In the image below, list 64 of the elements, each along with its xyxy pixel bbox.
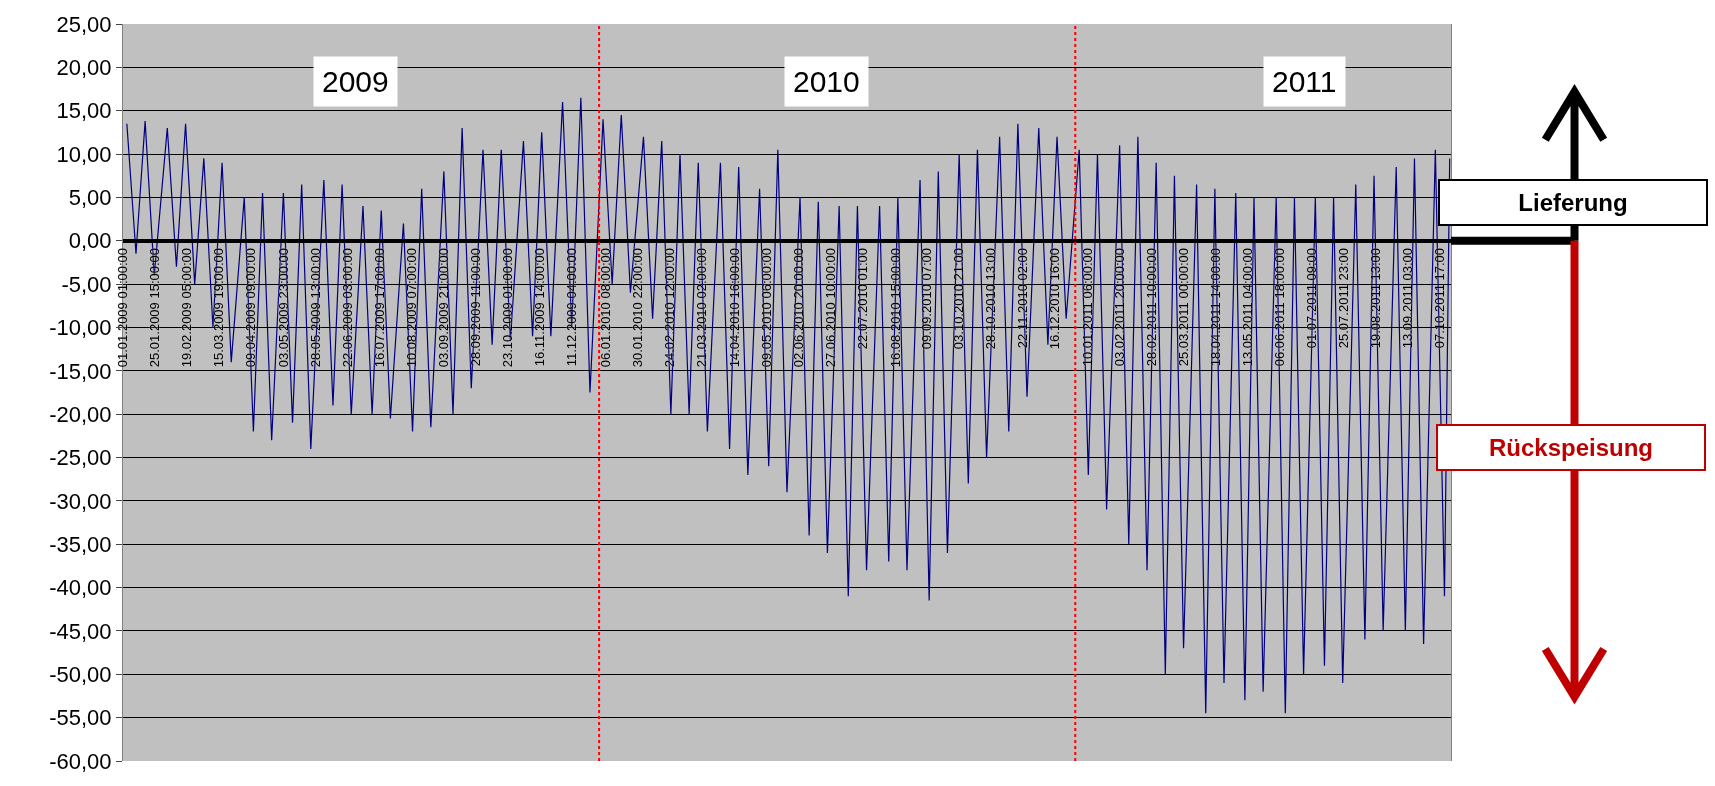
x-tick-label: 22.07.2010 01:00	[854, 247, 870, 350]
x-tick-label: 19.02.2009 05:00:00	[179, 247, 195, 368]
x-tick-label: 03.09.2009 21:00:00	[435, 247, 451, 368]
y-tick-label: 0,00	[68, 228, 112, 254]
x-tick-label: 28.05.2009 13:00:00	[307, 247, 323, 368]
y-tick-label: 15,00	[56, 98, 112, 124]
x-tick-label: 13.09.2011 03:00	[1400, 247, 1416, 349]
x-tick-label: 10.01.2011 06:00:00	[1079, 247, 1095, 367]
x-tick-label: 21.03.2010 02:00:00	[694, 247, 710, 368]
x-tick-label: 28.09.2009 11:00:00	[468, 247, 484, 367]
x-tick-label: 16.11.2009 14:00:00	[532, 247, 548, 367]
y-tick-label: -20,00	[49, 401, 112, 427]
x-tick-label: 03.05.2009 23:00:00	[275, 247, 291, 368]
annotation: 2009	[322, 65, 389, 98]
y-tick-label: -40,00	[49, 575, 112, 601]
x-tick-label: 23.10.2009 01:00:00	[500, 247, 516, 368]
y-tick-label: -55,00	[49, 705, 112, 731]
y-tick-label: -25,00	[49, 445, 112, 471]
x-tick-label: 09.09.2010 07:00	[919, 247, 935, 350]
x-tick-label: 06.06.2011 18:00:00	[1271, 247, 1287, 367]
x-tick-label: 18.04.2011 14:00:00	[1207, 247, 1223, 367]
y-tick-label: -10,00	[49, 315, 112, 341]
x-tick-label: 07.10.2011 17:00	[1432, 247, 1448, 349]
x-tick-label: 25.01.2009 15:00:00	[147, 247, 163, 368]
y-tick-label: -50,00	[49, 661, 112, 687]
x-tick-label: 15.03.2009 19:00:00	[211, 247, 227, 368]
x-tick-label: 28.10.2010 13:00	[983, 247, 999, 350]
y-tick-label: -45,00	[49, 618, 112, 644]
y-tick-label: -5,00	[61, 271, 112, 297]
y-tick-label: 20,00	[56, 55, 112, 81]
x-tick-label: 30.01.2010 22:00:00	[630, 247, 646, 368]
x-tick-label: 22.06.2009 03:00:00	[339, 247, 355, 368]
y-tick-label: -60,00	[49, 748, 112, 774]
x-tick-label: 11.12.2009 04:00:00	[564, 247, 580, 367]
y-tick-label: 10,00	[56, 141, 112, 167]
annotation: 2011	[1272, 65, 1337, 98]
x-tick-label: 09.04.2009 09:00:00	[243, 247, 259, 368]
x-tick-label: 10.08.2009 07:00:00	[403, 247, 419, 368]
x-tick-label: 25.07.2011 23:00	[1336, 247, 1352, 349]
y-tick-label: -35,00	[49, 531, 112, 557]
x-tick-label: 03.10.2010 21:00	[951, 247, 967, 350]
y-tick-label: -30,00	[49, 488, 112, 514]
y-tick-label: 5,00	[68, 185, 112, 211]
x-tick-label: 27.06.2010 10:00:00	[822, 247, 838, 368]
x-tick-label: 03.02.2011 20:00:00	[1111, 247, 1127, 367]
line-series	[126, 97, 1451, 714]
x-tick-label: 16.12.2010 16:00	[1047, 247, 1063, 350]
x-tick-label: 01.01.2009 01:00:00	[115, 247, 131, 368]
x-tick-label: 16.08.2010 15:00:00	[888, 247, 904, 368]
x-tick-label: 06.01.2010 08:00:00	[598, 247, 614, 368]
x-tick-label: 24.02.2010 12:00:00	[662, 247, 678, 368]
y-tick-label: -15,00	[49, 358, 112, 384]
x-tick-label: 01.07.2011 09:00	[1304, 247, 1320, 349]
x-tick-label: 09.05.2010 06:00:00	[758, 247, 774, 368]
x-tick-label: 25.03.2011 00:00:00	[1175, 247, 1191, 367]
x-tick-label: 16.07.2009 17:00:00	[371, 247, 387, 368]
x-tick-label: 02.06.2010 20:00:00	[790, 247, 806, 368]
x-tick-label: 19.08.2011 13:00	[1368, 247, 1384, 349]
x-tick-label: 13.05.2011 04:00:00	[1239, 247, 1255, 367]
x-tick-label: 22.11.2010 02:00	[1015, 247, 1031, 349]
annotation: 2010	[793, 65, 860, 98]
y-tick-label: 25,00	[56, 11, 112, 37]
x-tick-label: 28.02.2011 10:00:00	[1143, 247, 1159, 367]
x-tick-label: 14.04.2010 16:00:00	[726, 247, 742, 368]
